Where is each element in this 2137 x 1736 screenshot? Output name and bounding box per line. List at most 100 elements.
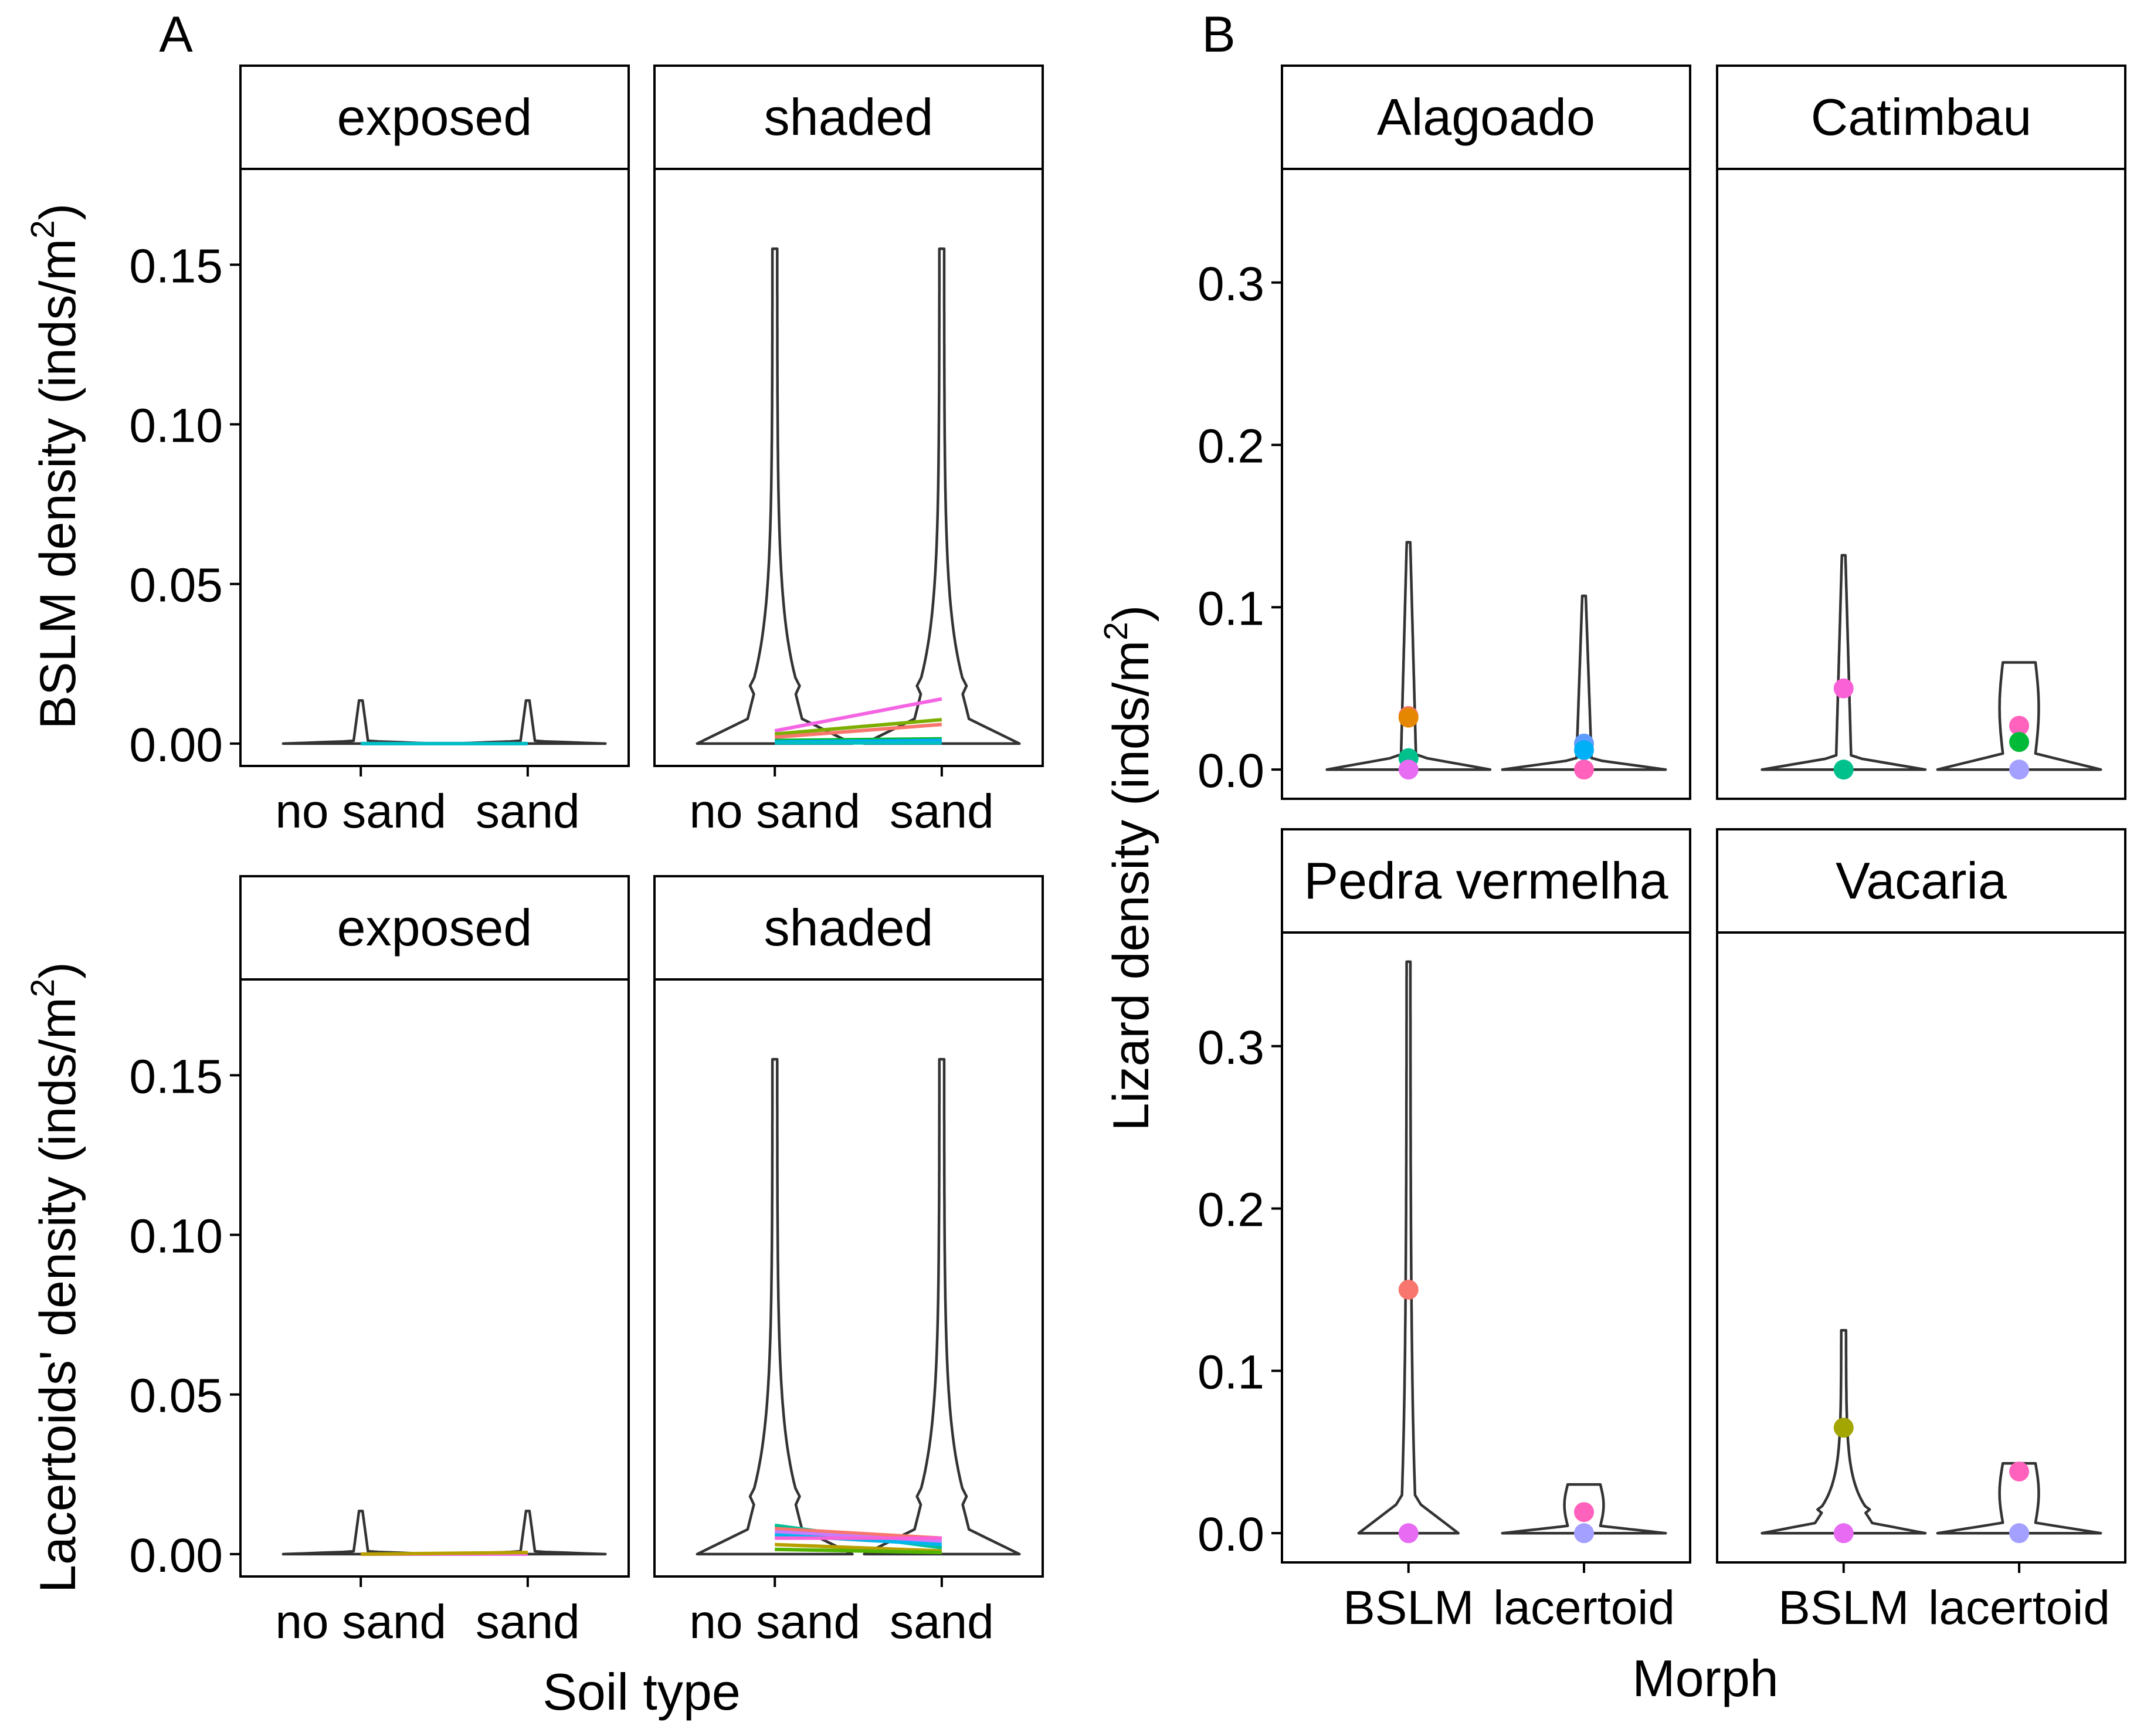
x-tick-label: BSLM	[1778, 1581, 1909, 1635]
violin-lacertoid	[1501, 594, 1667, 771]
y-axis-title-lizard: Lizard density (inds/m2)	[1098, 605, 1159, 1131]
y-tick-label: 0.0	[1198, 1508, 1264, 1561]
y-tick-label: 0.00	[129, 1529, 223, 1582]
paired-line	[774, 697, 942, 733]
panel-border	[1281, 168, 1691, 800]
facet-strip-label: Pedra vermelha	[1304, 852, 1668, 910]
violin-lacertoid	[1936, 1462, 2102, 1535]
panel-border	[239, 168, 630, 767]
data-point	[1574, 1502, 1595, 1523]
y-tick-label: 0.15	[129, 239, 223, 293]
facet-strip-label: Catimbau	[1811, 88, 2032, 146]
facet-strip-label: Vacaria	[1836, 852, 2007, 910]
violin-sand	[863, 247, 1021, 745]
y-axis-title-lacertoids: Lacertoids' density (inds/m2)	[25, 962, 86, 1593]
y-axis-title-lacertoids-superscript: 2	[25, 979, 62, 998]
violin-BSLM	[1761, 1328, 1927, 1535]
data-point	[1398, 760, 1419, 780]
y-tick-label: 0.00	[129, 718, 223, 772]
data-point	[2009, 732, 2030, 752]
panel-border	[653, 168, 1044, 767]
y-tick-label: 0.1	[1198, 1345, 1264, 1399]
y-tick-label: 0.0	[1198, 744, 1264, 798]
x-tick-label: lacertoid	[1493, 1581, 1675, 1635]
violin-lacertoid	[1936, 661, 2102, 771]
facet-strip	[1281, 828, 1691, 934]
x-tick-label: sand	[476, 1595, 580, 1649]
facet-shaded: shaded no sand sand	[653, 875, 1044, 1649]
data-point	[1398, 707, 1419, 728]
violin-BSLM	[1761, 554, 1927, 771]
panel-border	[1716, 931, 2126, 1564]
x-tick-label: no sand	[689, 785, 860, 838]
facet-strip	[653, 875, 1044, 981]
paired-line	[774, 723, 942, 739]
y-tick-label: 0.1	[1198, 582, 1264, 635]
y-tick-label: 0.3	[1198, 257, 1264, 311]
data-point	[2009, 760, 2030, 780]
violin-no-sand	[281, 699, 440, 745]
y-axis-title-lacertoids-close: )	[30, 962, 86, 979]
x-tick-label: sand	[890, 785, 994, 838]
violin-no-sand	[696, 1057, 854, 1556]
panel-border	[239, 978, 630, 1578]
x-tick-label: no sand	[689, 1595, 860, 1649]
facet-strip-label: exposed	[337, 898, 532, 957]
violin-BSLM	[1357, 960, 1460, 1535]
x-tick-label: sand	[476, 785, 580, 838]
facet-vacaria: Vacaria BSLM lacertoid	[1716, 828, 2126, 1635]
x-tick-label: BSLM	[1343, 1581, 1474, 1635]
violin-no-sand	[281, 1510, 440, 1556]
facet-catimbau: Catimbau	[1716, 65, 2126, 800]
data-point	[1833, 678, 1854, 699]
panel-border	[1281, 931, 1691, 1564]
y-axis-title-bslm-text: BSLM density (inds/m	[30, 239, 86, 729]
y-tick-label: 0.05	[129, 559, 223, 612]
data-point	[1833, 760, 1854, 780]
facet-strip-label: shaded	[764, 88, 934, 146]
violin-no-sand	[696, 247, 854, 745]
y-tick-label: 0.2	[1198, 420, 1264, 473]
data-point	[1574, 1523, 1595, 1544]
panel-border	[1716, 168, 2126, 800]
y-tick-label: 0.05	[129, 1369, 223, 1423]
x-tick-label: sand	[890, 1595, 994, 1649]
x-tick-label: no sand	[275, 785, 446, 838]
facet-strip-label: Alagoado	[1377, 88, 1595, 146]
y-axis-title-bslm-close: )	[30, 204, 86, 221]
violin-sand	[863, 1057, 1021, 1556]
facet-strip-label: shaded	[764, 898, 934, 957]
violin-BSLM	[1325, 541, 1492, 771]
y-tick-label: 0.10	[129, 1210, 223, 1263]
facet-shaded: shaded no sand sand	[653, 65, 1044, 838]
y-tick-label: 0.2	[1198, 1184, 1264, 1237]
panel-label: B	[1202, 6, 1235, 63]
y-tick-label: 0.10	[129, 399, 223, 453]
x-axis-title: Morph	[1632, 1649, 1778, 1707]
data-point	[1398, 1523, 1419, 1544]
y-tick-label: 0.3	[1198, 1021, 1264, 1074]
paired-line	[361, 1551, 528, 1556]
facet-exposed: exposed 0.00 0.05 0.10 0.15 no sand sand	[129, 875, 630, 1649]
facet-strip	[239, 875, 630, 981]
panel-border	[653, 978, 1044, 1578]
data-point	[1574, 740, 1595, 760]
data-point	[2009, 1461, 2030, 1481]
y-axis-title-lizard-superscript: 2	[1098, 622, 1135, 640]
y-tick-label: 0.15	[129, 1050, 223, 1103]
y-axis-title-bslm-superscript: 2	[25, 220, 62, 239]
y-axis-title-bslm: BSLM density (inds/m2)	[25, 204, 86, 730]
panel-label: A	[159, 6, 193, 63]
violin-sand	[449, 699, 607, 745]
facet-alagoado: Alagoado 0.0 0.1 0.2 0.3	[1198, 65, 1691, 800]
data-point	[2009, 716, 2030, 736]
y-axis-title-lizard-text: Lizard density (inds/m	[1103, 640, 1159, 1131]
data-point	[1398, 1279, 1419, 1300]
facet-strip-label: exposed	[337, 88, 532, 146]
violin-sand	[449, 1510, 607, 1556]
facet-strip	[1716, 65, 2126, 170]
facet-pedra-vermelha: Pedra vermelha 0.0 0.1 0.2 0.3 BSLM lacertoid	[1198, 828, 1691, 1635]
x-axis-title: Soil type	[542, 1663, 741, 1721]
